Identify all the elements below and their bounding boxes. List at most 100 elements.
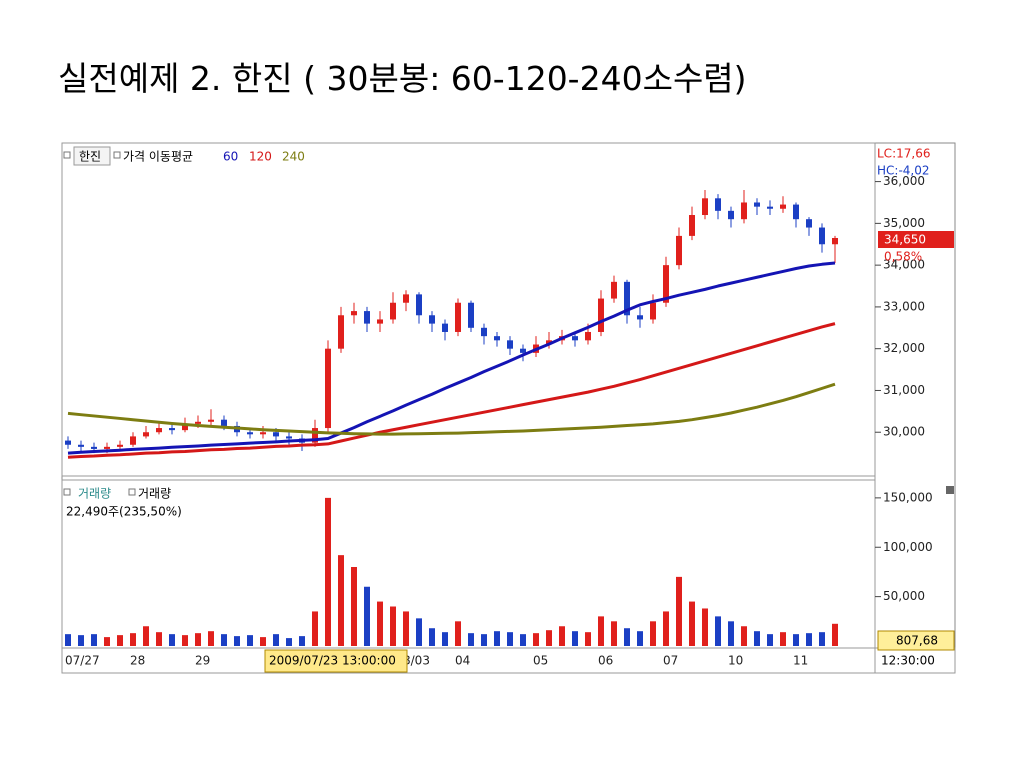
volume-bar xyxy=(195,633,201,646)
candle-body xyxy=(208,419,214,422)
y-tick-label: 35,000 xyxy=(883,216,925,230)
candle-body xyxy=(143,432,149,437)
candle-body xyxy=(832,237,838,245)
volume-bar xyxy=(585,632,591,646)
legend-box xyxy=(113,151,121,159)
candle-body xyxy=(715,198,721,211)
candle-body xyxy=(754,202,760,207)
volume-info: 22,490주(235,50%) xyxy=(66,505,182,519)
volume-bar xyxy=(637,631,643,646)
candle-body xyxy=(767,206,773,209)
legend-entry: 240 xyxy=(282,150,305,164)
candle-body xyxy=(780,204,786,209)
volume-bar xyxy=(91,634,97,646)
volume-bar xyxy=(598,616,604,646)
candle-body xyxy=(819,227,825,245)
cursor-value: 807,68 xyxy=(896,634,938,648)
candle-body xyxy=(598,298,604,332)
candle-body xyxy=(728,210,734,220)
x-tick-label: 28 xyxy=(130,654,145,668)
symbol: 한진 xyxy=(79,150,101,164)
candle-body xyxy=(702,198,708,216)
volume-bar xyxy=(143,626,149,646)
volume-layer: 50,000 100,000 150,000 xyxy=(65,490,933,646)
volume-bar xyxy=(325,497,331,646)
candle-body xyxy=(663,265,669,303)
volume-bar xyxy=(793,634,799,646)
volume-bar xyxy=(806,633,812,646)
slide-title: 실전예제 2. 한진 ( 30분봉: 60-120-240소수렴) xyxy=(58,59,747,98)
x-tick-label: 06 xyxy=(598,654,613,668)
volume-bar xyxy=(338,555,344,646)
x-tick-label: 11 xyxy=(793,654,808,668)
moving-average xyxy=(67,382,836,436)
candle-body xyxy=(325,348,331,429)
candle-body xyxy=(546,340,552,345)
candle-body xyxy=(806,219,812,228)
legend-box xyxy=(128,488,136,496)
volume-bar xyxy=(234,636,240,646)
x-tick-label: 8/03 xyxy=(403,654,430,668)
x-tick-label: 05 xyxy=(533,654,548,668)
volume-bar xyxy=(208,631,214,646)
last-price-box xyxy=(878,231,954,248)
y-tick-label: 50,000 xyxy=(883,589,925,603)
volume-bar xyxy=(741,626,747,646)
candle-body xyxy=(637,315,643,320)
indicator-name: 거래량 xyxy=(78,487,111,501)
candle-body xyxy=(494,336,500,341)
volume-bar xyxy=(624,628,630,646)
candle-body xyxy=(182,423,188,431)
volume-bar xyxy=(702,608,708,646)
volume-bar xyxy=(572,631,578,646)
candle-body xyxy=(312,428,318,443)
volume-bar xyxy=(104,637,110,646)
last-price: 34,650 xyxy=(884,233,926,247)
y-tick-label: 33,000 xyxy=(883,299,925,313)
volume-bar xyxy=(117,635,123,646)
y-tick-label: 34,000 xyxy=(883,258,925,272)
x-tick-label: 07 xyxy=(663,654,678,668)
candle-body xyxy=(572,336,578,341)
x-tick-label: 29 xyxy=(195,654,210,668)
candle-body xyxy=(403,294,409,303)
volume-panel xyxy=(61,479,876,649)
symbol-box xyxy=(73,146,111,166)
volume-bar xyxy=(507,632,513,646)
volume-bar xyxy=(663,611,669,646)
x-tick-label: 10 xyxy=(728,654,743,668)
volume-bar xyxy=(559,626,565,646)
candle-body xyxy=(676,235,682,266)
volume-bar xyxy=(650,621,656,646)
volume-bar xyxy=(273,634,279,646)
candle-body xyxy=(364,311,370,324)
x-tick-label: 04 xyxy=(455,654,470,668)
moving-average xyxy=(67,322,836,459)
cursor-value-box xyxy=(877,630,955,651)
volume-bar xyxy=(715,616,721,646)
candle-body xyxy=(455,302,461,332)
volume-bar xyxy=(832,623,838,646)
volume-bar xyxy=(65,634,71,646)
hc-label: HC:-4,02 xyxy=(877,164,930,178)
volume-bar xyxy=(312,611,318,646)
y-tick-label: 150,000 xyxy=(883,490,933,504)
x-labels: 07/27 28 29 8/03 04 05 06 07 10 11 xyxy=(65,654,808,668)
volume-bar xyxy=(533,633,539,646)
volume-bar xyxy=(546,630,552,646)
volume-bar xyxy=(221,634,227,646)
candle-body xyxy=(390,302,396,320)
volume-bar xyxy=(429,628,435,646)
candle-body xyxy=(416,294,422,316)
volume-bar xyxy=(364,586,370,646)
panel-button[interactable] xyxy=(946,486,954,494)
volume-bar xyxy=(676,576,682,646)
volume-bar xyxy=(442,632,448,646)
volume-bar xyxy=(689,601,695,646)
legend-label: 거래량 xyxy=(138,487,171,501)
volume-bar xyxy=(130,633,136,646)
lc-label: LC:17,66 xyxy=(877,147,930,161)
candle-body xyxy=(117,444,123,447)
